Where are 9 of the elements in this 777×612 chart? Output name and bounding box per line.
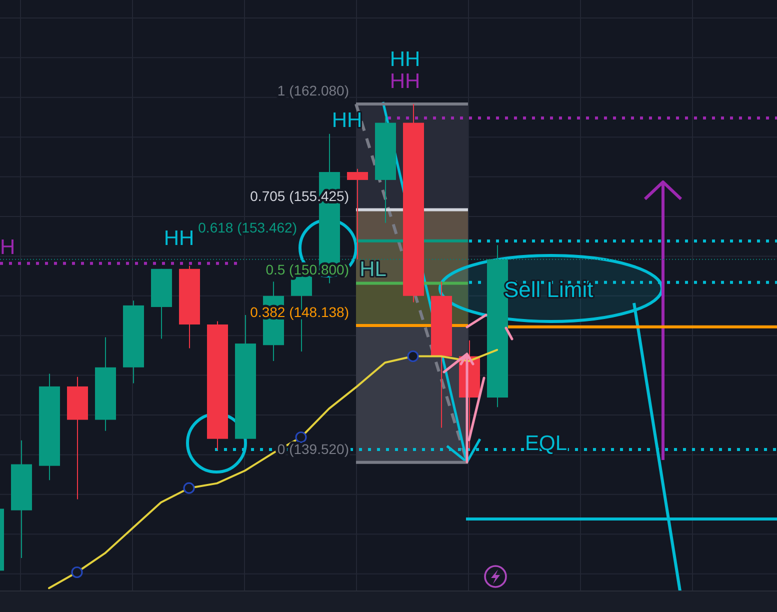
ref-line-label: 1 (162.080) — [277, 82, 349, 99]
ref-line-label: 0.618 (153.462) — [198, 219, 297, 236]
annotation: HH — [390, 70, 420, 93]
annotation: HH — [390, 48, 420, 71]
annotation: HL — [360, 258, 386, 281]
ref-line-label: 0.5 (150.800) — [266, 262, 349, 278]
annotation: HH — [332, 109, 362, 132]
annotation: HH — [164, 227, 194, 250]
annotation: H — [0, 236, 16, 259]
